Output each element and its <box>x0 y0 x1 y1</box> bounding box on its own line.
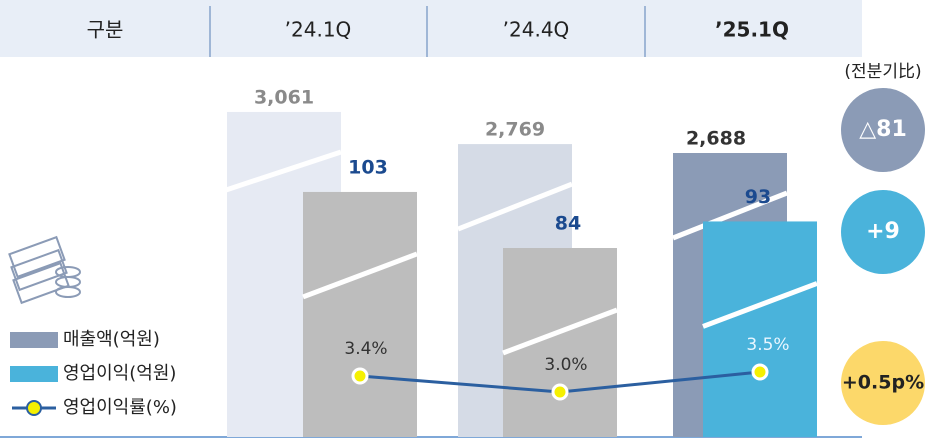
value-label: 84 <box>555 213 581 235</box>
bar <box>503 248 617 437</box>
line-point <box>753 365 767 379</box>
legend-label: 영업이익률(%) <box>63 397 177 418</box>
legend-label: 영업이익(억원) <box>63 363 176 384</box>
change-label: +9 <box>866 219 900 244</box>
bar <box>303 192 417 437</box>
legend-label: 매출액(억원) <box>63 329 160 350</box>
value-label: 3.0% <box>544 355 587 375</box>
change-label: +0.5p% <box>842 372 924 394</box>
header-cell: ’24.4Q <box>503 18 570 42</box>
value-label: 2,769 <box>485 119 545 141</box>
legend-dot <box>27 401 41 415</box>
value-label: 93 <box>745 186 771 208</box>
bar <box>703 221 817 437</box>
line-point <box>553 385 567 399</box>
comparison-label: (전분기比) <box>844 62 921 82</box>
line-point <box>353 369 367 383</box>
header-cell: ’25.1Q <box>715 18 789 42</box>
header-cell: ’24.1Q <box>285 18 352 42</box>
change-label: △81 <box>859 117 907 142</box>
header-label: 구분 <box>87 18 124 42</box>
value-label: 3.5% <box>746 335 789 355</box>
legend-swatch <box>10 366 58 382</box>
legend-swatch <box>10 332 58 348</box>
value-label: 103 <box>348 156 388 178</box>
value-label: 3,061 <box>254 86 314 108</box>
money-icon <box>9 237 80 303</box>
chart: 구분 (전분기比) ’24.1Q ’24.4Q ’25.1Q 3,061 2,769 2,… <box>0 0 937 441</box>
value-label: 3.4% <box>344 339 387 359</box>
value-label: 2,688 <box>686 128 746 150</box>
